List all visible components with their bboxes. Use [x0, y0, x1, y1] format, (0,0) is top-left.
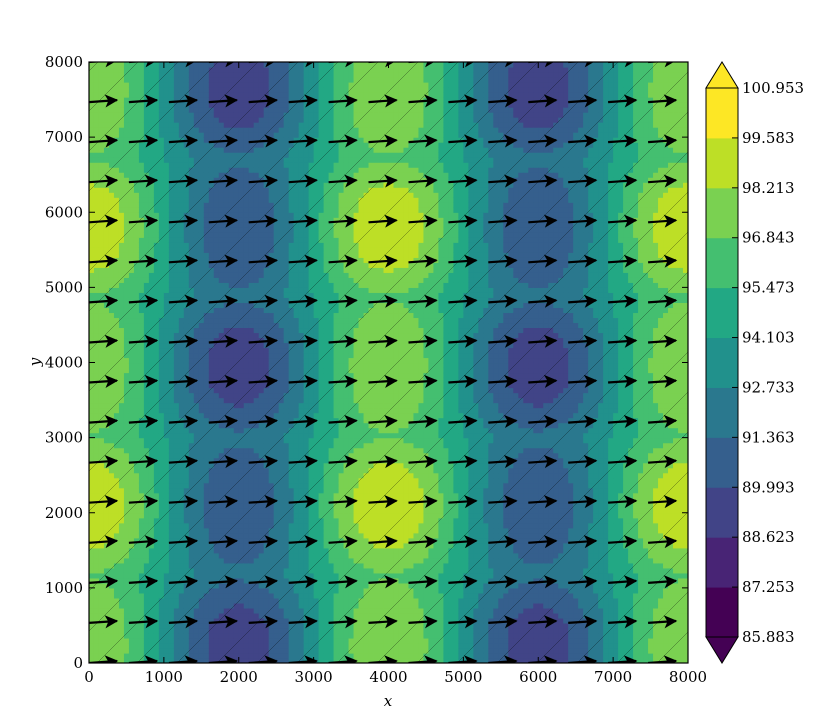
plot-area [88, 61, 689, 664]
